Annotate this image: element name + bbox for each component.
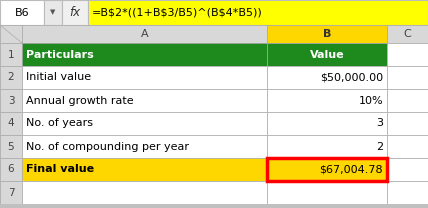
Bar — [22, 66, 267, 89]
Text: C: C — [404, 29, 411, 39]
Bar — [267, 43, 387, 66]
Text: Initial value: Initial value — [26, 73, 91, 83]
Bar — [0, 43, 22, 66]
Text: Annual growth rate: Annual growth rate — [26, 95, 134, 105]
Text: 10%: 10% — [358, 95, 383, 105]
Bar — [0, 0, 44, 25]
Text: 2: 2 — [376, 141, 383, 151]
Bar — [387, 112, 428, 135]
Bar — [267, 25, 387, 43]
Bar — [0, 89, 22, 112]
Bar — [22, 89, 267, 112]
Bar — [387, 158, 428, 181]
Text: B6: B6 — [15, 7, 29, 17]
Bar — [44, 0, 62, 25]
Bar — [387, 89, 428, 112]
Bar — [88, 0, 428, 25]
Bar — [0, 25, 22, 43]
Text: Value: Value — [310, 50, 344, 59]
Text: 5: 5 — [8, 141, 14, 151]
Bar — [267, 135, 387, 158]
Text: B: B — [323, 29, 331, 39]
Bar — [22, 43, 267, 66]
Bar — [0, 204, 428, 208]
Text: 2: 2 — [8, 73, 14, 83]
Bar — [22, 25, 267, 43]
Bar — [22, 135, 267, 158]
Bar — [0, 112, 22, 135]
Text: No. of compounding per year: No. of compounding per year — [26, 141, 189, 151]
Text: ▼: ▼ — [51, 10, 56, 16]
Text: =B$2*((1+B$3/B5)^(B$4*B5)): =B$2*((1+B$3/B5)^(B$4*B5)) — [92, 7, 263, 17]
Bar — [22, 112, 267, 135]
Bar — [62, 0, 88, 25]
Text: No. of years: No. of years — [26, 119, 93, 129]
Bar — [267, 181, 387, 204]
Bar — [267, 66, 387, 89]
Bar — [0, 135, 22, 158]
Text: 4: 4 — [8, 119, 14, 129]
Text: $50,000.00: $50,000.00 — [320, 73, 383, 83]
Bar — [22, 158, 267, 181]
Text: Particulars: Particulars — [26, 50, 94, 59]
Text: 3: 3 — [8, 95, 14, 105]
Text: Final value: Final value — [26, 165, 94, 175]
Text: fx: fx — [69, 6, 80, 19]
Text: A: A — [141, 29, 149, 39]
Bar — [387, 66, 428, 89]
Text: 6: 6 — [8, 165, 14, 175]
Text: $67,004.78: $67,004.78 — [319, 165, 383, 175]
Text: 3: 3 — [376, 119, 383, 129]
Text: 1: 1 — [8, 50, 14, 59]
Bar — [387, 43, 428, 66]
Bar — [387, 135, 428, 158]
Bar — [0, 181, 22, 204]
Bar — [22, 181, 267, 204]
Bar — [267, 112, 387, 135]
Bar — [387, 25, 428, 43]
Bar — [0, 66, 22, 89]
Bar — [267, 89, 387, 112]
Bar — [267, 158, 387, 181]
Bar — [0, 158, 22, 181]
Bar — [387, 181, 428, 204]
Text: 7: 7 — [8, 187, 14, 198]
